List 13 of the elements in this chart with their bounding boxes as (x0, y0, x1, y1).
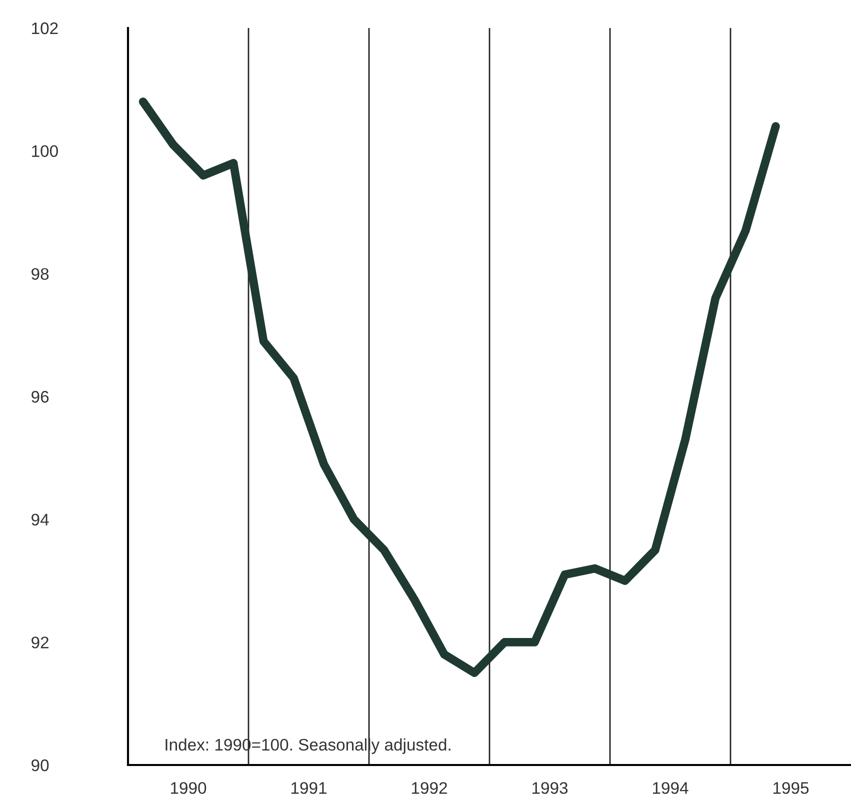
x-tick-label: 1994 (652, 782, 688, 794)
x-tick-label: 1992 (412, 782, 447, 794)
y-tick-label: 100 (32, 145, 58, 158)
y-tick-label: 98 (32, 268, 49, 280)
y-tick-label: 102 (32, 22, 58, 34)
y-tick-label: 92 (32, 636, 48, 648)
x-tick-label: 1991 (291, 782, 326, 794)
x-tick-label: 1995 (773, 782, 809, 794)
x-tick-label: 1990 (170, 782, 206, 794)
x-tick-label: 1993 (532, 782, 568, 794)
y-tick-label: 94 (32, 514, 49, 526)
y-tick-label: 90 (32, 759, 49, 772)
y-tick-label: 96 (32, 390, 49, 403)
